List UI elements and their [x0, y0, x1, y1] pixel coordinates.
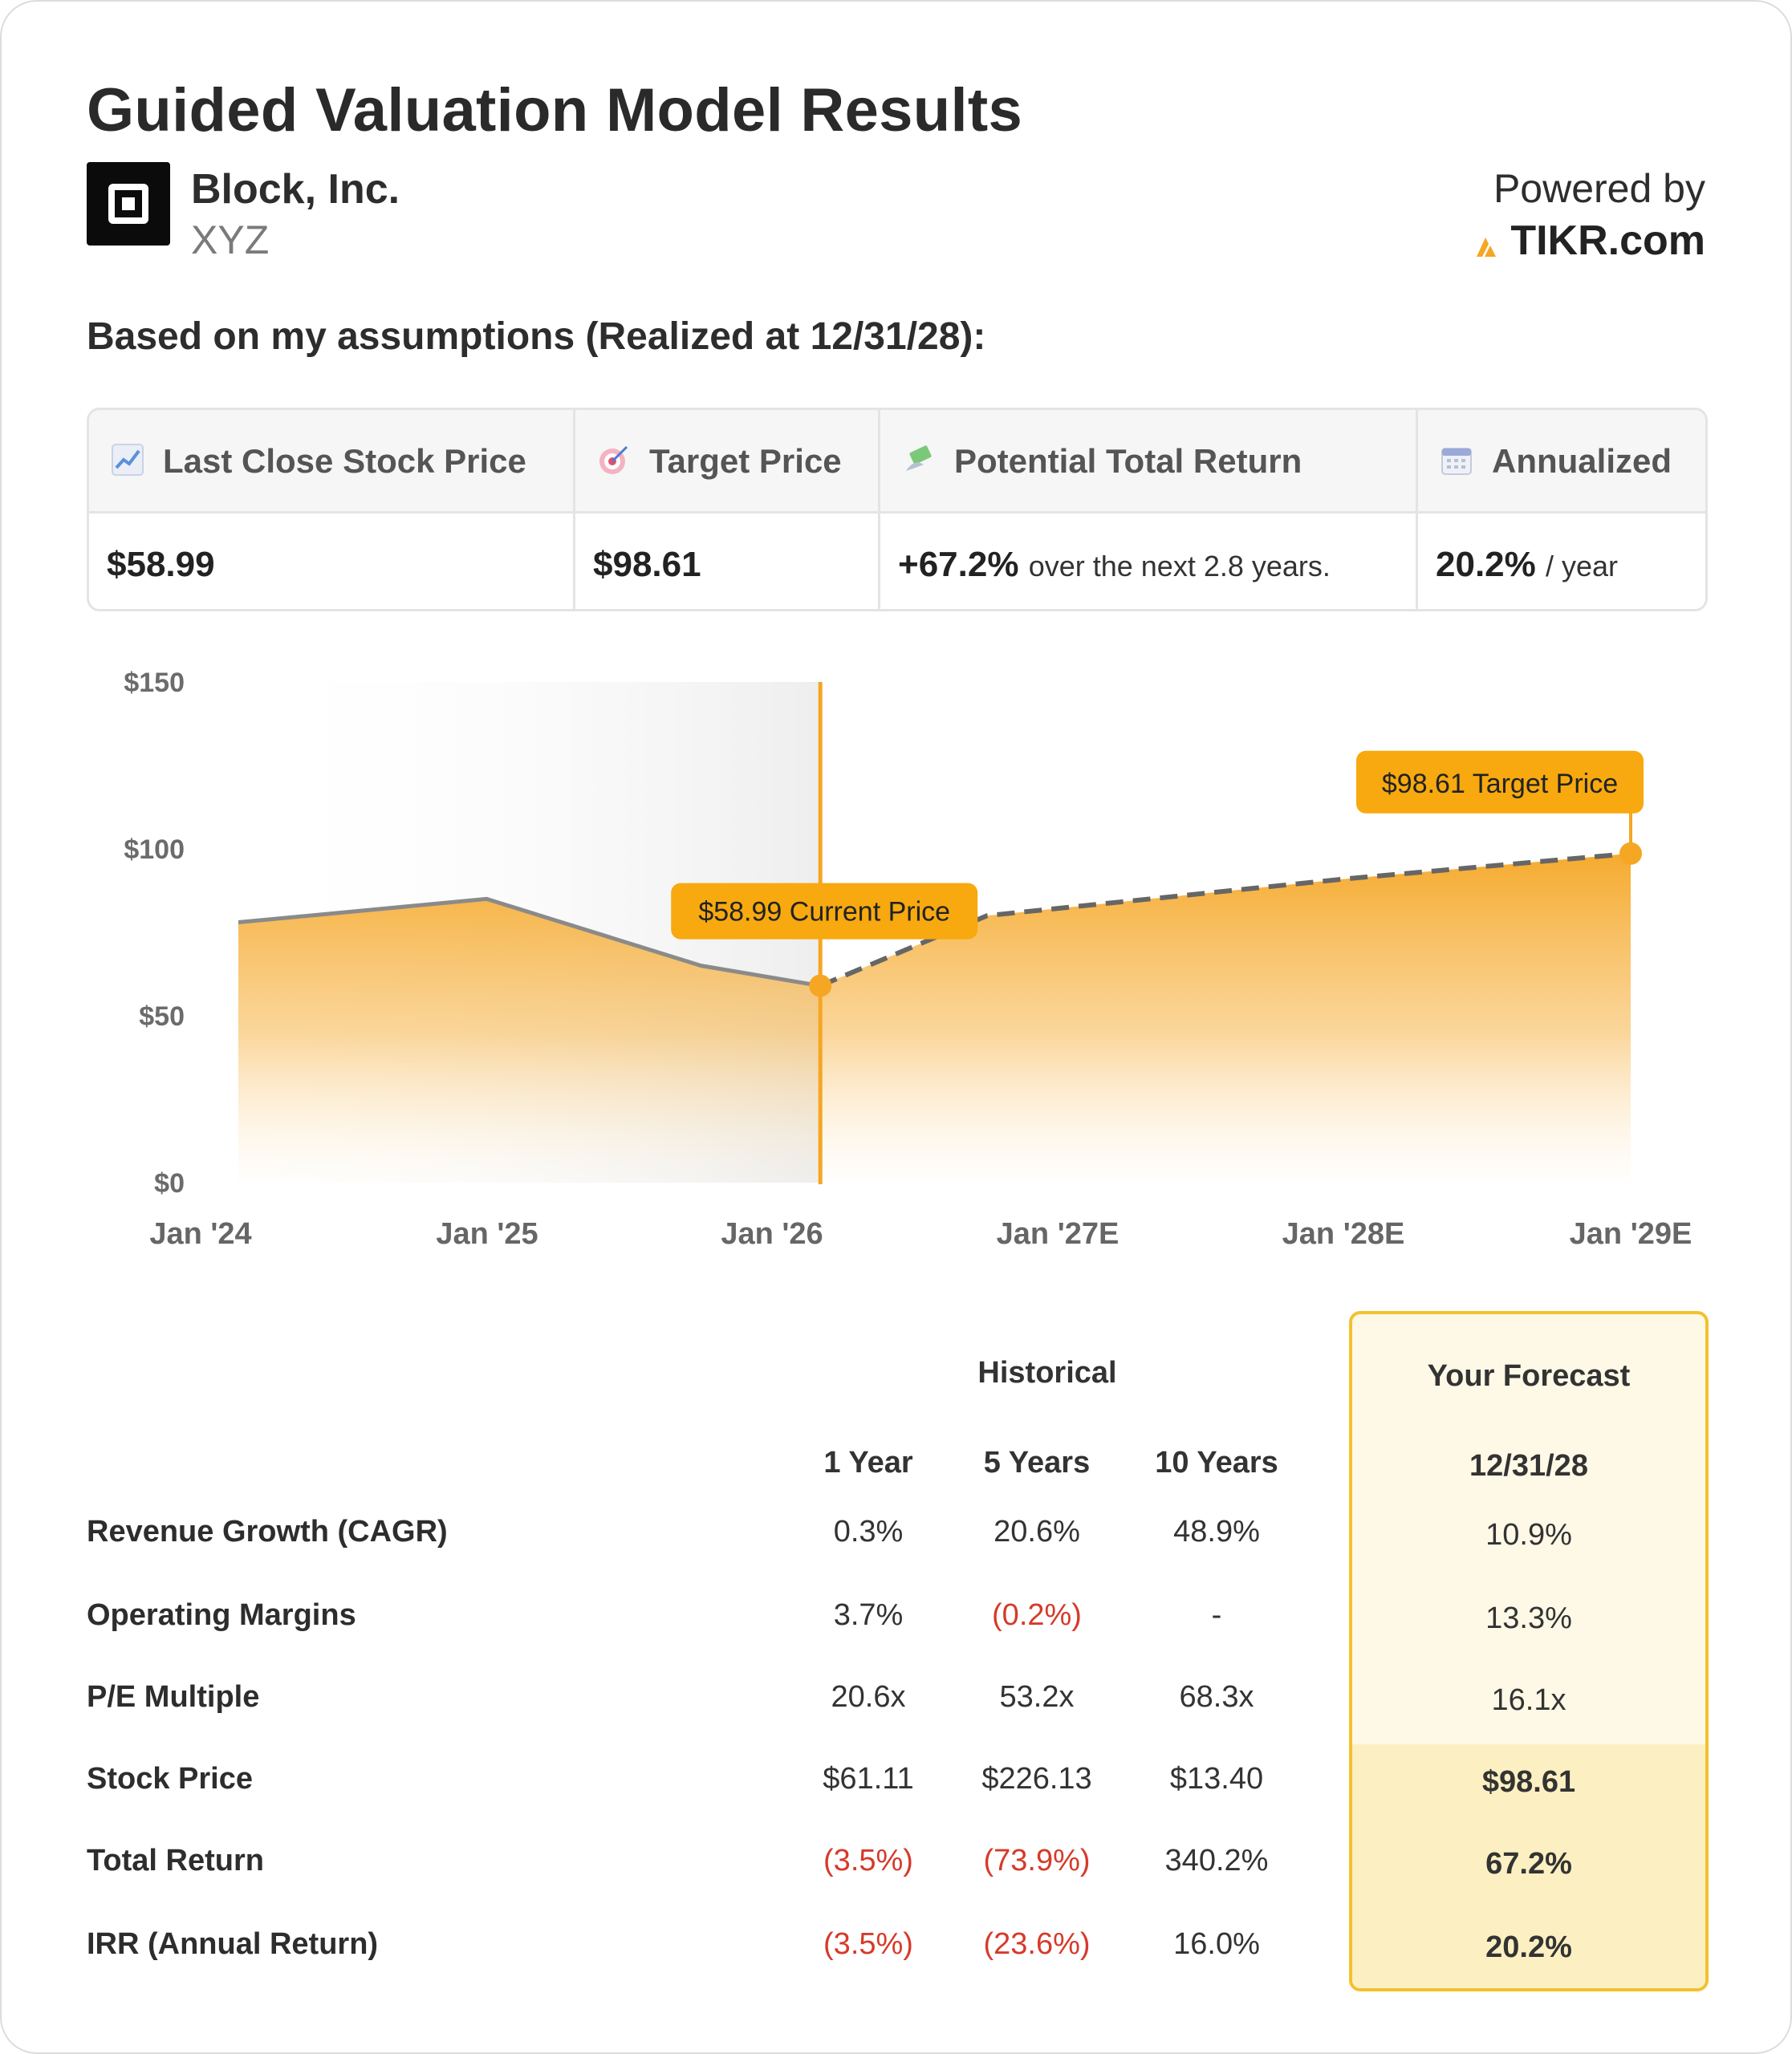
metric-row-label: P/E Multiple: [87, 1680, 260, 1714]
price-area: [238, 853, 1631, 1183]
target-price-marker: [1619, 842, 1642, 865]
historical-cell: 340.2%: [1164, 1844, 1269, 1877]
money-wings-icon: [906, 445, 932, 471]
company-name: Block, Inc.: [191, 166, 400, 213]
x-tick-label: Jan '25: [436, 1217, 538, 1251]
calendar-icon: [1441, 448, 1472, 475]
historical-cell: 0.3%: [833, 1515, 904, 1549]
historical-cell: 68.3x: [1179, 1680, 1254, 1714]
potential-return-column: Potential Total Return +67.2% over the n…: [880, 410, 1418, 609]
last-close-label: Last Close Stock Price: [163, 442, 526, 480]
y-tick-label: $100: [124, 834, 185, 865]
y-tick-label: $50: [139, 1001, 185, 1032]
historical-cell: 20.6%: [994, 1515, 1080, 1549]
company-logo: [87, 162, 170, 246]
historical-cell: 53.2x: [999, 1680, 1075, 1714]
x-tick-label: Jan '27E: [997, 1217, 1119, 1251]
forecast-cell: 67.2%: [1485, 1847, 1572, 1881]
forecast-cell: 13.3%: [1485, 1601, 1572, 1635]
metric-row-label: Revenue Growth (CAGR): [87, 1515, 448, 1549]
annualized-number: 20.2%: [1436, 545, 1536, 584]
target-price-label-box: [1356, 750, 1644, 814]
powered-by-label: Powered by: [1493, 166, 1705, 211]
forecast-panel: [1349, 1311, 1709, 1991]
tikr-logo-icon: [1477, 237, 1497, 257]
historical-cell: 48.9%: [1173, 1515, 1260, 1549]
target-price-column: Target Price $98.61: [575, 410, 880, 609]
company-ticker: XYZ: [191, 217, 270, 262]
col-forecast-date: 12/31/28: [1469, 1449, 1588, 1483]
y-tick-label: $150: [124, 668, 185, 698]
metric-row-label: Stock Price: [87, 1762, 253, 1796]
col-10-years: 10 Years: [1155, 1446, 1278, 1480]
x-tick-label: Jan '29E: [1570, 1217, 1692, 1251]
forecast-cell: 16.1x: [1491, 1683, 1566, 1717]
metric-row-label: Operating Margins: [87, 1598, 356, 1632]
metric-row-label: IRR (Annual Return): [87, 1927, 379, 1961]
potential-return-label: Potential Total Return: [954, 442, 1302, 480]
historical-cell: 20.6x: [831, 1680, 906, 1714]
current-price-label-box: [671, 883, 978, 940]
col-1-year: 1 Year: [823, 1446, 913, 1480]
forecast-cell: 20.2%: [1485, 1930, 1572, 1964]
annualized-label: Annualized: [1492, 442, 1672, 480]
historical-cell: -: [1211, 1598, 1222, 1632]
historical-cell: (0.2%): [992, 1598, 1082, 1632]
current-price-marker: [809, 974, 832, 997]
target-price-label: $98.61 Target Price: [1382, 769, 1618, 799]
x-tick-label: Jan '28E: [1282, 1217, 1405, 1251]
historical-cell: 16.0%: [1173, 1927, 1260, 1961]
historical-cell: (3.5%): [823, 1844, 913, 1877]
historical-series-line: [238, 896, 821, 988]
annualized-value: 20.2% / year: [1436, 545, 1618, 585]
forecast-header: Your Forecast: [1427, 1359, 1631, 1393]
target-price-value: $98.61: [593, 545, 701, 584]
last-close-value: $58.99: [107, 545, 215, 584]
summary-strip: Last Close Stock Price $58.99 Target Pri…: [87, 408, 1708, 611]
historical-cell: (73.9%): [983, 1844, 1091, 1877]
tikr-brand-link[interactable]: TIKR.com: [1477, 217, 1705, 265]
col-5-years: 5 Years: [983, 1446, 1091, 1480]
potential-return-number: +67.2%: [898, 545, 1019, 584]
tikr-brand: TIKR.com: [1510, 217, 1705, 264]
historical-cell: $226.13: [981, 1762, 1092, 1796]
target-icon: [599, 445, 628, 474]
last-close-column: Last Close Stock Price $58.99: [89, 410, 575, 609]
historical-cell: (23.6%): [983, 1927, 1091, 1961]
forecast-series-line: [819, 850, 1631, 988]
y-tick-label: $0: [154, 1168, 185, 1199]
forecast-cell: 10.9%: [1485, 1518, 1572, 1552]
potential-return-value: +67.2% over the next 2.8 years.: [898, 545, 1331, 585]
assumption-heading: Based on my assumptions (Realized at 12/…: [87, 315, 986, 358]
historical-cell: $13.40: [1169, 1762, 1264, 1796]
target-price-label: Target Price: [649, 442, 842, 480]
historical-cell: $61.11: [823, 1762, 914, 1796]
x-tick-label: Jan '26: [721, 1217, 823, 1251]
forecast-cell: $98.61: [1481, 1765, 1576, 1799]
metric-row-label: Total Return: [87, 1844, 264, 1877]
annualized-column: Annualized 20.2% / year: [1418, 410, 1705, 609]
potential-return-suffix: over the next 2.8 years.: [1028, 550, 1331, 583]
chart-increasing-icon: [112, 444, 144, 476]
annualized-suffix: / year: [1546, 550, 1619, 583]
price-chart: $150 $100 $50 $0 $58.99 Current Price $98.61 …: [124, 668, 1692, 1251]
historical-header: Historical: [977, 1356, 1117, 1390]
current-price-label: $58.99 Current Price: [698, 897, 950, 928]
x-tick-label: Jan '24: [149, 1217, 251, 1251]
historical-cell: 3.7%: [833, 1598, 904, 1632]
page-title: Guided Valuation Model Results: [87, 76, 1023, 144]
historical-cell: (3.5%): [823, 1927, 913, 1961]
